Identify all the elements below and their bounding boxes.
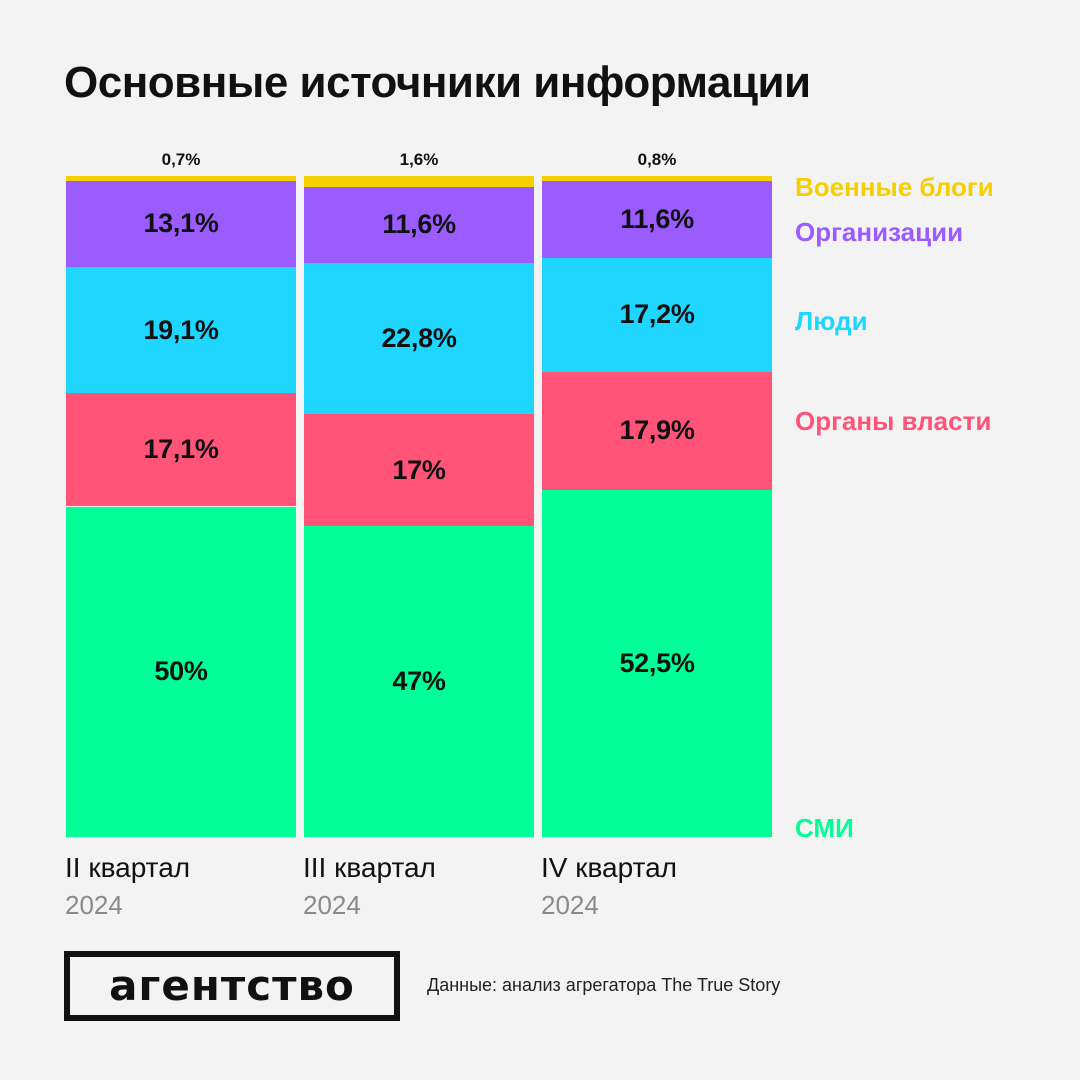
agentstvo-logo: агентство xyxy=(64,951,400,1021)
category-year-label: 2024 xyxy=(303,890,361,920)
bar-segment-organizations: 13,1% xyxy=(66,180,296,268)
data-label-military-blogs: 0,8% xyxy=(637,150,677,169)
bar-segment-people: 17,2% xyxy=(542,257,772,372)
legend-item-people: Люди xyxy=(795,306,868,336)
data-label: 17,1% xyxy=(143,434,219,465)
bar-segment-smi: 52,5% xyxy=(542,489,772,837)
legend-item-government: Органы власти xyxy=(795,406,992,436)
category-label: II квартал xyxy=(65,852,191,883)
data-label-military-blogs: 1,6% xyxy=(399,150,439,169)
data-label: 11,6% xyxy=(620,204,694,235)
bar-segment-government: 17,1% xyxy=(66,393,296,507)
data-label: 50% xyxy=(154,656,208,687)
bar-segment-government: 17% xyxy=(304,413,534,527)
category-year-label: 2024 xyxy=(65,890,123,920)
bar-segment-military-blogs xyxy=(66,176,296,181)
data-label: 11,6% xyxy=(382,209,456,240)
source-note: Данные: анализ агрегатора The True Story xyxy=(427,975,781,995)
bar-segment-organizations: 11,6% xyxy=(542,181,772,258)
data-label: 17% xyxy=(392,454,446,485)
data-label: 13,1% xyxy=(143,208,219,239)
legend-item-smi: СМИ xyxy=(795,813,854,843)
legend-item-military-blogs: Военные блоги xyxy=(795,172,994,202)
bar-segment-smi: 47% xyxy=(304,526,534,837)
bar-segment-people: 19,1% xyxy=(66,267,296,394)
legend-item-organizations: Организации xyxy=(795,217,964,247)
data-label: 17,9% xyxy=(619,415,695,446)
category-year-label: 2024 xyxy=(541,890,599,920)
bar-segment-military-blogs xyxy=(542,176,772,182)
category-label: IV квартал xyxy=(541,852,677,883)
data-label: 22,8% xyxy=(381,323,457,354)
logo-text: агентство xyxy=(109,961,355,1010)
data-label: 52,5% xyxy=(619,647,695,678)
bar-segment-smi: 50% xyxy=(66,506,296,837)
bar-segment-government: 17,9% xyxy=(542,371,772,490)
data-label: 17,2% xyxy=(619,299,695,330)
data-label: 19,1% xyxy=(143,314,219,345)
bar-segment-people: 22,8% xyxy=(304,263,534,414)
data-label-military-blogs: 0,7% xyxy=(161,150,201,169)
chart-title: Основные источники информации xyxy=(64,58,811,107)
bar-segment-military-blogs xyxy=(304,176,534,187)
category-label: III квартал xyxy=(303,852,436,883)
data-label: 47% xyxy=(392,666,446,697)
bar-segment-organizations: 11,6% xyxy=(304,186,534,264)
